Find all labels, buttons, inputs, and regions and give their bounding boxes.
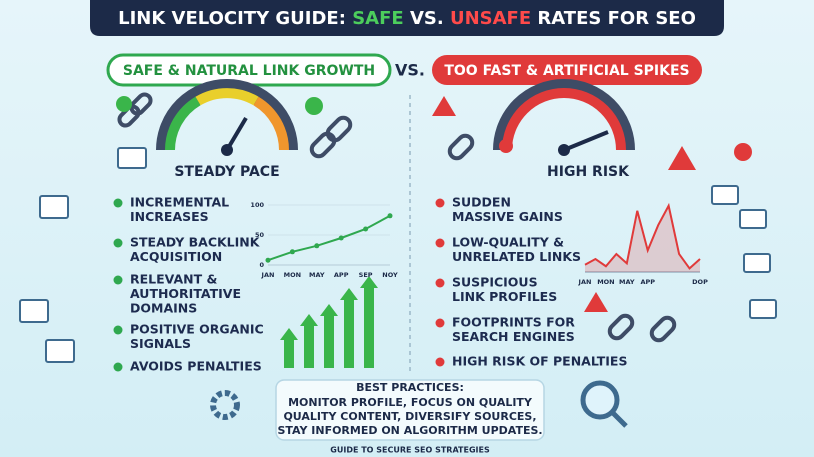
list-item-line: INCREASES [130, 209, 209, 224]
gauge-green [165, 96, 201, 151]
gauge-hub [558, 144, 570, 156]
list-item-line: STEADY BACKLINK [130, 235, 261, 250]
point [289, 249, 295, 255]
best-practices-box [275, 379, 545, 441]
list-item-line: UNRELATED LINKS [452, 249, 581, 264]
x-tick-label: MAY [309, 271, 325, 279]
title-part: SAFE [352, 8, 404, 29]
title: LINK VELOCITY GUIDE: SAFE VS. UNSAFE RAT… [118, 8, 696, 29]
list-item-line: SUSPICIOUS [452, 275, 538, 290]
point [338, 235, 344, 241]
list-item-line: AUTHORITATIVE [130, 286, 241, 301]
bullet [435, 318, 445, 328]
list-item-line: LOW-QUALITY & [452, 235, 564, 250]
title-part: LINK VELOCITY GUIDE: [118, 8, 352, 29]
bullet [113, 198, 123, 208]
list-item-line: DOMAINS [130, 301, 197, 316]
search-icon [580, 380, 628, 428]
list-item-line: LINK PROFILES [452, 289, 557, 304]
best-practices-line: QUALITY CONTENT, DIVERSIFY SOURCES, [283, 410, 536, 423]
unsafe-badge-text: TOO FAST & ARTIFICIAL SPIKES [444, 63, 689, 79]
gauge-label: HIGH RISK [547, 164, 630, 180]
best-practices-line: MONITOR PROFILE, FOCUS ON QUALITY [288, 396, 533, 409]
x-tick-label: JAN [261, 271, 275, 279]
gear-icon [210, 390, 240, 420]
bullet [435, 278, 445, 288]
title-part: RATES FOR SEO [531, 8, 696, 29]
gauge-red [502, 88, 626, 151]
chain-icons [117, 92, 677, 343]
bullet [113, 238, 123, 248]
warning-icons [116, 96, 752, 312]
list-item-line: SUDDEN [452, 195, 511, 210]
footer: GUIDE TO SECURE SEO STRATEGIES [330, 446, 490, 455]
list-item-line: FOOTPRINTS FOR [452, 315, 575, 330]
list-item-line: POSITIVE ORGANIC [130, 322, 264, 337]
list-item-line: RELEVANT & [130, 272, 218, 287]
x-tick-label: MON [284, 271, 301, 279]
gauge-hub [221, 144, 233, 156]
x-tick-label: SEP [359, 271, 373, 279]
point [387, 213, 393, 219]
gauge-needle [225, 116, 248, 152]
x-tick-label: NOY [382, 271, 398, 279]
point [314, 243, 320, 249]
list-item-line: ACQUISITION [130, 249, 222, 264]
bullet [113, 325, 123, 335]
line [584, 202, 701, 270]
list-item-line: SEARCH ENGINES [452, 329, 575, 344]
y-tick-label: 0 [259, 261, 264, 269]
bullet [113, 362, 123, 372]
best-practices-line: STAY INFORMED ON ALGORITHM UPDATES. [277, 424, 542, 437]
title-part: UNSAFE [450, 8, 531, 29]
line [267, 214, 391, 262]
gauge-label: STEADY PACE [174, 164, 279, 180]
x-tick-label: MAY [619, 278, 635, 286]
x-tick-label: APP [640, 278, 655, 286]
bullet [435, 357, 445, 367]
title-bar [90, 0, 724, 36]
bullet [113, 275, 123, 285]
title-part: VS. [404, 8, 450, 29]
x-tick-label: APP [334, 271, 349, 279]
list-item-line: SIGNALS [130, 336, 191, 351]
x-tick-label: MON [597, 278, 614, 286]
bullet [435, 198, 445, 208]
point [265, 257, 271, 263]
point [363, 226, 369, 232]
best-practices-title: BEST PRACTICES: [356, 381, 464, 394]
gauge-yellow [195, 88, 259, 106]
list-item-line: HIGH RISK OF PENALTIES [452, 354, 627, 369]
unsafe-badge [432, 55, 702, 85]
list-item-line: INCREMENTAL [130, 195, 229, 210]
safe-badge-text: SAFE & NATURAL LINK GROWTH [123, 63, 375, 79]
y-tick-label: 100 [250, 201, 264, 209]
x-tick-label: JAN [578, 278, 592, 286]
y-tick-label: 50 [255, 231, 265, 239]
window-icons [19, 147, 777, 363]
list-item-line: AVOIDS PENALTIES [130, 359, 262, 374]
vs: VS. [395, 61, 425, 80]
gauge-orange [253, 96, 289, 151]
x-tick-label: DOP [692, 278, 708, 286]
gauge-needle [563, 130, 609, 152]
list-item-line: MASSIVE GAINS [452, 209, 563, 224]
arrow-bars [280, 276, 378, 368]
bullet [435, 238, 445, 248]
